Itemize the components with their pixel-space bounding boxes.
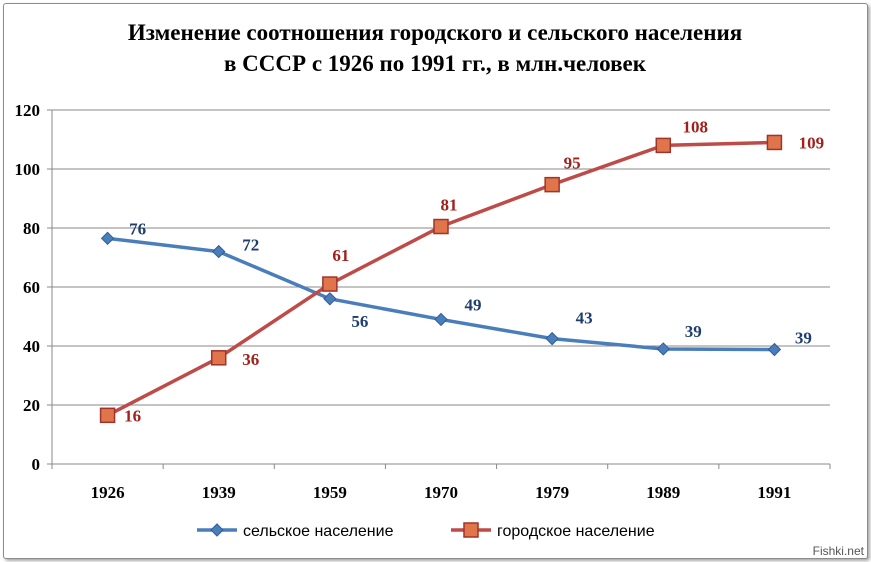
y-tick-label: 60 — [23, 278, 40, 297]
x-tick-label-1926: 1926 — [91, 483, 125, 502]
point-0-1959 — [323, 292, 337, 306]
point-1-1970 — [433, 218, 449, 235]
axes: 0 20 40 60 80 100 120 1926 1939 1959 1970 1979 1989 1… — [15, 101, 831, 502]
data-label-1-1970: 81 — [441, 196, 458, 215]
legend: сельское население городское население — [197, 522, 655, 540]
data-label-1-1926: 16 — [124, 406, 141, 425]
chart-frame — [3, 3, 868, 559]
point-0-1991 — [767, 342, 782, 357]
y-tick-label: 40 — [23, 337, 40, 356]
y-tick-label: 100 — [15, 160, 41, 179]
gridlines — [52, 109, 830, 406]
y-tick-label: 0 — [32, 455, 41, 474]
data-label-1-1979: 95 — [564, 154, 581, 173]
x-tick-label-1991: 1991 — [757, 483, 791, 502]
x-tick-label-1970: 1970 — [424, 483, 458, 502]
series — [99, 134, 783, 424]
y-tick-label: 20 — [23, 396, 40, 415]
point-0-1970 — [434, 312, 448, 327]
x-tick-label-1939: 1939 — [202, 483, 236, 502]
data-label-0-1939: 72 — [242, 236, 259, 255]
point-0-1939 — [212, 244, 226, 259]
point-1-1989 — [655, 137, 672, 154]
data-label-0-1989: 39 — [685, 322, 702, 341]
point-0-1926 — [100, 231, 115, 246]
data-label-0-1979: 43 — [576, 309, 593, 328]
chart-title-line-2: в СССР с 1926 по 1991 гг., в млн.человек — [224, 51, 647, 76]
series-line-1 — [106, 140, 775, 417]
legend-label-0: сельское население — [243, 523, 394, 540]
data-label-0-1970: 49 — [465, 295, 482, 314]
watermark: Fishki.net — [813, 544, 865, 558]
y-tick-label: 120 — [15, 101, 41, 120]
point-1-1979 — [544, 176, 560, 193]
data-label-1-1991: 109 — [799, 133, 825, 152]
point-1-1926 — [99, 407, 116, 424]
point-1-1959 — [322, 276, 338, 292]
legend-label-1: городское население — [497, 523, 655, 540]
data-label-1-1959: 61 — [332, 246, 349, 265]
x-tick-label-1979: 1979 — [535, 483, 569, 502]
x-tick-label-1989: 1989 — [646, 483, 680, 502]
point-0-1979 — [545, 331, 559, 346]
data-labels: 76 72 56 49 43 39 39 16 36 61 81 95 108 109 — [124, 117, 824, 425]
data-label-0-1991: 39 — [795, 329, 812, 348]
legend-marker-0 — [210, 523, 224, 537]
point-1-1991 — [766, 134, 783, 151]
legend-marker-1 — [463, 522, 479, 538]
chart-title-line-1: Изменение соотношения городского и сельс… — [128, 20, 742, 45]
data-label-1-1939: 36 — [242, 350, 259, 369]
data-label-0-1926: 76 — [129, 219, 146, 238]
chart-title: Изменение соотношения городского и сельс… — [128, 20, 742, 76]
y-tick-label: 80 — [23, 219, 40, 238]
data-label-1-1989: 108 — [683, 117, 709, 136]
series-line-0 — [107, 236, 775, 352]
data-label-0-1959: 56 — [351, 312, 368, 331]
point-1-1939 — [210, 350, 227, 366]
point-0-1989 — [656, 342, 670, 356]
x-tick-label-1959: 1959 — [313, 483, 347, 502]
